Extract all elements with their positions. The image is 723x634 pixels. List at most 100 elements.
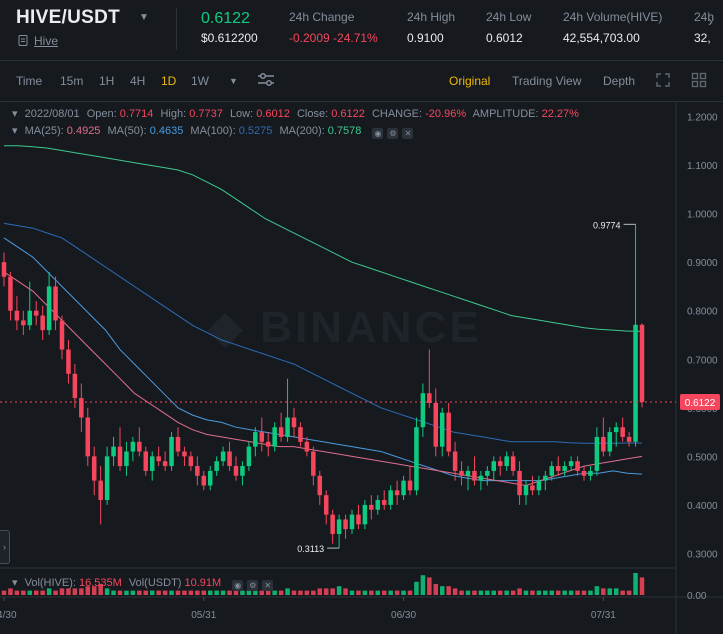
ma25-value: 0.4925 <box>66 125 101 137</box>
candle-body <box>46 286 52 331</box>
candle-body <box>394 490 400 496</box>
candle-body <box>549 466 555 476</box>
eye-icon[interactable]: ◉ <box>232 580 244 591</box>
chart-area[interactable]: ◆ BINANCE 1.2000 1.1000 1.0000 0.9000 0.8000… <box>0 102 723 634</box>
chevron-right-icon[interactable]: › <box>708 13 713 30</box>
volume-bar <box>40 590 45 595</box>
candle-body <box>465 470 471 476</box>
volume-tick-label: 0.00 <box>687 591 707 602</box>
settings-icon[interactable]: ⚙ <box>247 580 259 591</box>
ohlc-close-label: Close: <box>296 108 329 120</box>
expand-panel-tab[interactable]: › <box>0 530 10 564</box>
ma25-label: MA(25): <box>24 125 64 137</box>
collapse-caret-icon[interactable]: ▾ <box>12 577 18 589</box>
collapse-caret-icon[interactable]: ▾ <box>12 125 18 137</box>
volume-bar <box>143 590 149 595</box>
indicator-settings-icon[interactable] <box>257 72 275 91</box>
ma50-value: 0.4635 <box>149 125 184 137</box>
candle-body <box>72 373 78 399</box>
candle-body <box>1 262 7 277</box>
eye-icon[interactable]: ◉ <box>372 128 384 139</box>
view-depth[interactable]: Depth <box>603 74 636 88</box>
stat-24h-volume-usdt: 24h 32, <box>694 10 714 45</box>
candle-body <box>66 349 71 374</box>
ohlc-date: 2022/08/01 <box>24 108 80 120</box>
interval-1d[interactable]: 1D <box>161 74 177 88</box>
candle-body <box>568 461 574 467</box>
candle-body <box>388 490 393 505</box>
ma25-line <box>3 271 643 487</box>
candle-body <box>336 519 342 535</box>
volume-bar <box>575 590 580 595</box>
view-original[interactable]: Original <box>449 74 491 88</box>
more-intervals-caret-icon[interactable]: ▼ <box>229 76 238 86</box>
volume-bar <box>265 590 271 595</box>
volume-bar <box>639 577 645 595</box>
interval-15m[interactable]: 15m <box>60 74 84 88</box>
volume-bar <box>388 590 393 595</box>
stat-label: 24h High <box>407 10 456 24</box>
ma-info-row: ▾ MA(25): 0.4925 MA(50): 0.4635 MA(100):… <box>12 124 414 139</box>
volume-bar <box>504 590 509 595</box>
volume-bar <box>420 575 426 595</box>
volume-bar <box>214 590 219 595</box>
ma200-label: MA(200): <box>279 125 325 137</box>
stat-label: 24h Volume(HIVE) <box>563 10 663 24</box>
stat-24h-volume: 24h Volume(HIVE) 42,554,703.00 <box>563 10 662 45</box>
volume-bar <box>188 590 194 595</box>
volume-bar <box>169 590 174 595</box>
volume-bar <box>111 590 116 595</box>
last-price-usd: $0.612200 <box>201 31 258 45</box>
volume-bar <box>394 590 400 595</box>
pair-dropdown-icon[interactable]: ▼ <box>139 12 149 23</box>
candle-body <box>317 475 323 496</box>
candle-body <box>175 436 181 452</box>
close-icon[interactable]: ✕ <box>402 128 414 139</box>
interval-1h[interactable]: 1H <box>99 74 115 88</box>
candle-body <box>349 514 355 530</box>
stat-24h-low: 24h Low 0.6012 <box>486 10 531 45</box>
settings-icon[interactable]: ⚙ <box>387 128 399 139</box>
volume-bar <box>465 590 471 595</box>
candle-body <box>207 470 213 486</box>
candle-body <box>220 451 226 462</box>
volume-bar <box>33 590 39 595</box>
pair-title: HIVE/USDT <box>16 7 121 28</box>
ma50-line <box>3 237 643 482</box>
candle-body <box>362 504 368 525</box>
collapse-caret-icon[interactable]: ▾ <box>12 108 18 120</box>
volume-bar <box>8 588 13 595</box>
candle-body <box>104 456 110 501</box>
volume-bar <box>323 588 329 595</box>
volume-bar <box>104 588 110 595</box>
candlestick-chart[interactable]: ◆ BINANCE 1.2000 1.1000 1.0000 0.9000 0.8000… <box>0 102 723 634</box>
close-icon[interactable]: ✕ <box>262 580 274 591</box>
candle-body <box>497 461 503 467</box>
binance-watermark: ◆ BINANCE <box>207 303 482 352</box>
volume-bar <box>291 590 297 595</box>
candle-body <box>356 514 361 525</box>
layout-grid-icon[interactable] <box>691 72 707 91</box>
volume-bar <box>311 590 316 595</box>
view-trading-view[interactable]: Trading View <box>512 74 582 88</box>
volume-bar <box>478 590 484 595</box>
interval-time[interactable]: Time <box>16 74 43 88</box>
volume-bar <box>21 590 26 595</box>
volume-bar <box>59 588 65 595</box>
fullscreen-icon[interactable] <box>655 72 671 91</box>
volume-bar <box>620 590 625 595</box>
ma200-line <box>4 145 643 332</box>
candle-body <box>330 514 335 535</box>
price-tick-label: 0.7000 <box>687 355 718 366</box>
candle-body <box>323 495 329 515</box>
stat-value: 0.6012 <box>486 31 523 45</box>
interval-4h[interactable]: 4H <box>130 74 146 88</box>
interval-1w[interactable]: 1W <box>191 74 209 88</box>
candle-body <box>491 461 497 471</box>
price-tick-label: 0.3000 <box>687 549 718 560</box>
max-marker-label: 0.9774 <box>593 220 621 230</box>
chart-toolbar: Time 15m 1H 4H 1D 1W ▼ Original Trading … <box>0 61 723 102</box>
candle-body <box>8 276 13 311</box>
coin-info-link[interactable]: Hive <box>18 34 58 48</box>
candle-body <box>291 417 297 428</box>
